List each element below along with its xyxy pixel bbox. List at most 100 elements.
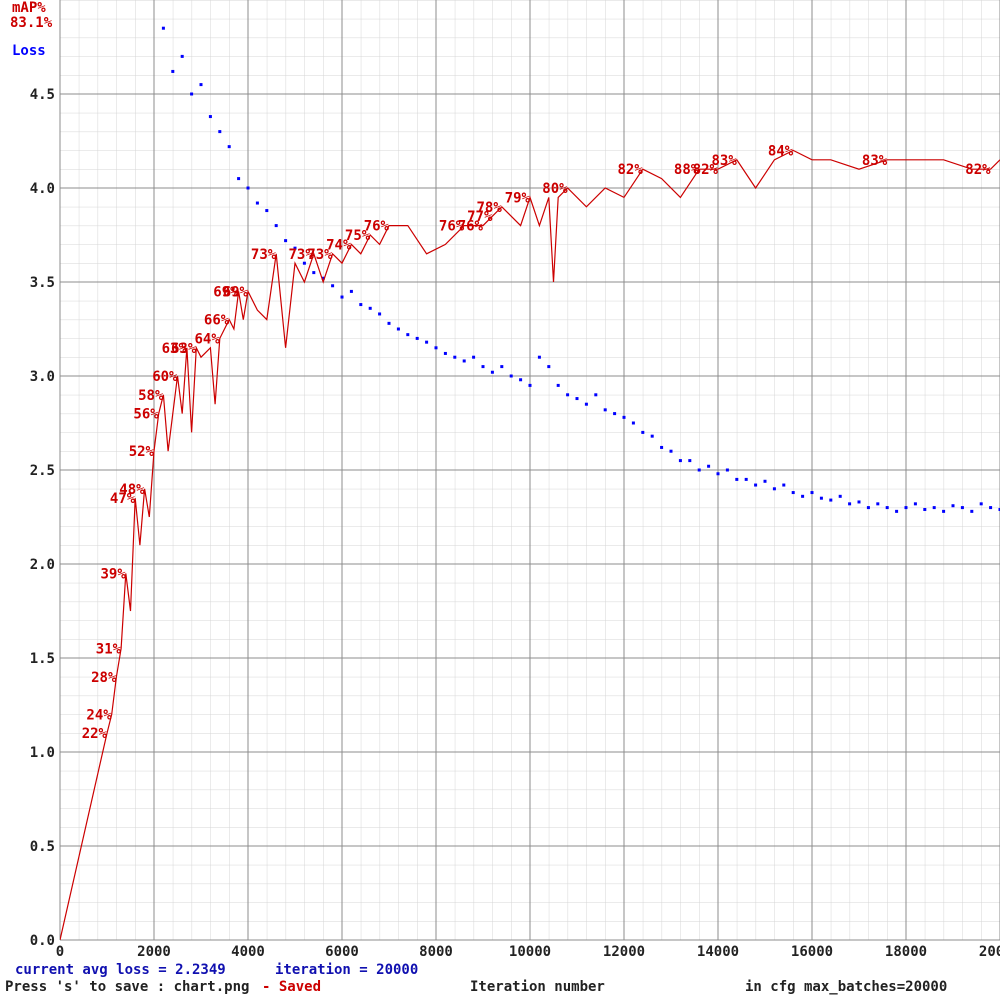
loss-point xyxy=(378,312,382,316)
map-value-label: 52% xyxy=(129,444,155,460)
y-tick-label: 1.5 xyxy=(30,651,55,667)
legend-loss: Loss xyxy=(12,43,46,59)
loss-point xyxy=(904,506,908,510)
x-tick-label: 16000 xyxy=(791,944,833,960)
status-loss: current avg loss = 2.2349 xyxy=(15,962,226,978)
loss-point xyxy=(368,306,372,310)
y-tick-label: 3.5 xyxy=(30,275,55,291)
map-value-label: 63% xyxy=(171,341,197,357)
x-tick-label: 6000 xyxy=(325,944,359,960)
loss-point xyxy=(725,468,729,472)
loss-point xyxy=(566,393,570,397)
map-value-label: 76% xyxy=(458,219,484,235)
x-tick-label: 8000 xyxy=(419,944,453,960)
loss-point xyxy=(631,421,635,425)
y-tick-label: 0.5 xyxy=(30,839,55,855)
map-value-label: 84% xyxy=(768,143,794,159)
loss-point xyxy=(772,487,776,491)
map-value-label: 63% xyxy=(162,341,188,357)
loss-point xyxy=(660,445,664,449)
loss-point xyxy=(500,365,504,369)
loss-point xyxy=(556,383,560,387)
map-value-label: 88% xyxy=(674,162,700,178)
map-value-label: 48% xyxy=(119,482,145,498)
labels: 0.0 0.5 1.0 1.5 2.0 2.5 3.0 3.5 4.0 4.5 0 2000 4000 6… xyxy=(30,87,1000,960)
loss-point xyxy=(293,246,297,250)
loss-point xyxy=(237,177,241,181)
loss-point xyxy=(791,491,795,495)
loss-point xyxy=(218,130,222,134)
loss-point xyxy=(519,378,523,382)
x-tick-label: 0 xyxy=(56,944,64,960)
loss-point xyxy=(340,295,344,299)
loss-point xyxy=(434,346,438,350)
y-tick-label: 2.5 xyxy=(30,463,55,479)
loss-point xyxy=(678,459,682,463)
y-tick-label: 1.0 xyxy=(30,745,55,761)
loss-point xyxy=(866,506,870,510)
map-value-label: 39% xyxy=(101,566,127,582)
loss-point xyxy=(415,336,419,340)
map-value-label: 69% xyxy=(213,284,239,300)
save-hint: Press 's' to save : chart.png xyxy=(5,979,249,995)
y-tick-label: 0.0 xyxy=(30,933,55,949)
loss-point xyxy=(951,504,955,508)
map-value-label: 69% xyxy=(223,284,249,300)
map-value-label: 83% xyxy=(862,153,888,169)
loss-point xyxy=(697,468,701,472)
map-value-label: 73% xyxy=(307,247,333,263)
map-value-label: 79% xyxy=(505,190,531,206)
map-value-label: 28% xyxy=(91,670,117,686)
loss-point xyxy=(650,434,654,438)
max-batches: in cfg max_batches=20000 xyxy=(745,979,947,995)
map-value-label: 66% xyxy=(204,313,230,329)
x-tick-label: 14000 xyxy=(697,944,739,960)
loss-point xyxy=(744,477,748,481)
loss-point xyxy=(801,494,805,498)
map-value-label: 22% xyxy=(82,726,108,742)
loss-point xyxy=(819,496,823,500)
x-tick-label: 18000 xyxy=(885,944,927,960)
x-tick-label: 12000 xyxy=(603,944,645,960)
loss-point xyxy=(716,472,720,476)
loss-point xyxy=(913,502,917,506)
y-tick-label: 2.0 xyxy=(30,557,55,573)
loss-point xyxy=(754,483,758,487)
map-value-label: 60% xyxy=(152,369,178,385)
loss-point xyxy=(594,393,598,397)
x-tick-label: 10000 xyxy=(509,944,551,960)
map-value-label: 82% xyxy=(965,162,991,178)
loss-point xyxy=(443,351,447,355)
loss-point xyxy=(895,509,899,513)
loss-point xyxy=(396,327,400,331)
map-value-label: 75% xyxy=(345,228,371,244)
loss-point xyxy=(613,412,617,416)
loss-point xyxy=(453,355,457,359)
loss-point xyxy=(208,115,212,119)
loss-point xyxy=(838,494,842,498)
loss-point xyxy=(622,415,626,419)
map-value-label: 24% xyxy=(86,707,112,723)
x-axis-label: Iteration number xyxy=(470,979,605,995)
y-tick-label: 4.0 xyxy=(30,181,55,197)
x-tick-label: 4000 xyxy=(231,944,265,960)
map-value-label: 56% xyxy=(133,407,159,423)
loss-point xyxy=(932,506,936,510)
loss-point xyxy=(462,359,466,363)
loss-point xyxy=(603,408,607,412)
map-line xyxy=(60,149,1000,940)
loss-point xyxy=(425,340,429,344)
loss-point xyxy=(547,365,551,369)
loss-point xyxy=(481,365,485,369)
loss-point xyxy=(537,355,541,359)
map-value-label: 80% xyxy=(542,181,568,197)
loss-point xyxy=(782,483,786,487)
loss-point xyxy=(575,397,579,401)
loss-point xyxy=(302,261,306,265)
loss-point xyxy=(359,303,363,307)
map-value-label: 58% xyxy=(138,388,164,404)
grid xyxy=(59,0,1000,941)
loss-point xyxy=(810,491,814,495)
loss-point xyxy=(349,289,353,293)
